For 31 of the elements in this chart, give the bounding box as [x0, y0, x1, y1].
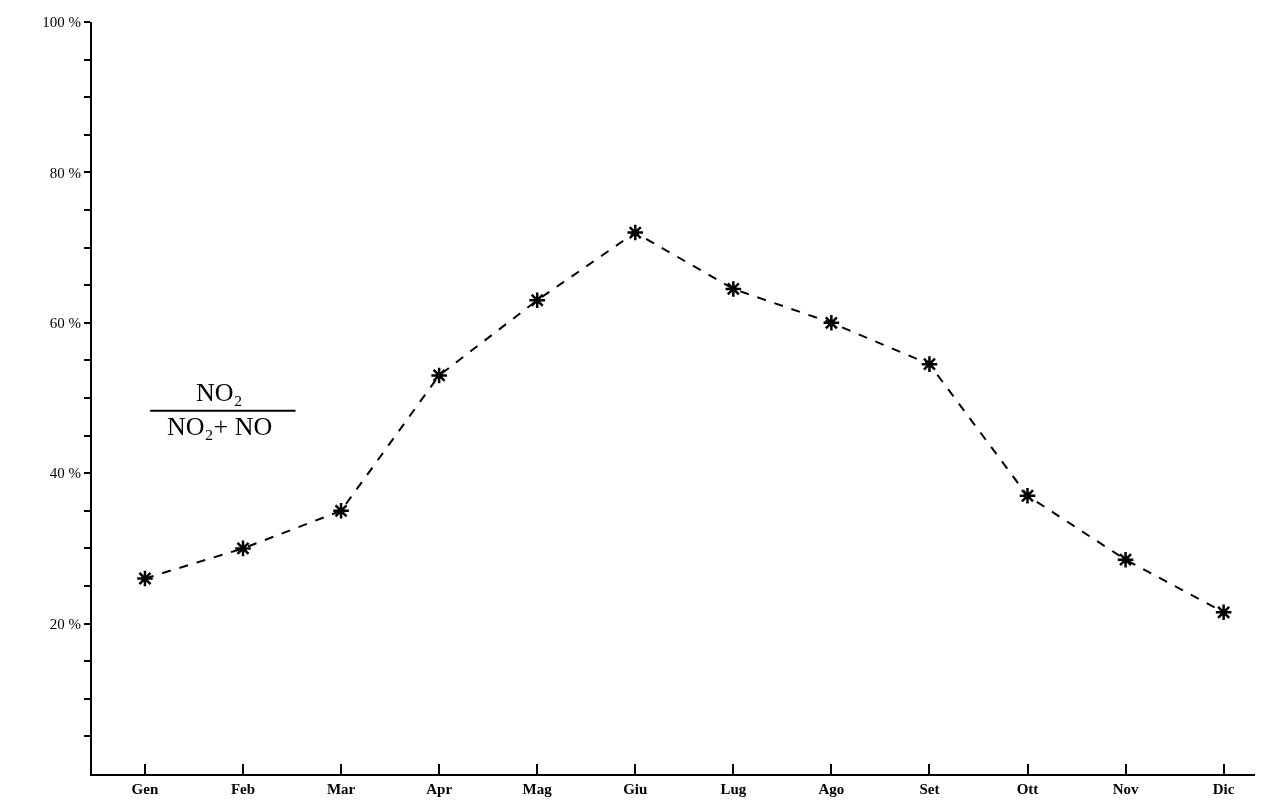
point [1214, 603, 1233, 622]
point [135, 569, 154, 588]
annotation: NO₂+ NO [167, 412, 273, 441]
point [626, 223, 645, 242]
x-tick-label: Feb [230, 781, 256, 797]
point [233, 539, 253, 558]
point [724, 279, 743, 299]
y-tick-label: 20 % [49, 615, 81, 632]
x-tick-label: Lug [720, 781, 747, 797]
x-tick-label: Set [919, 781, 940, 797]
x-tick-label: Ott [1016, 781, 1039, 797]
x-tick-label: Ago [818, 781, 845, 797]
y-tick-label: 100 % [42, 14, 81, 31]
y-tick-label: 40 % [49, 465, 81, 482]
x-tick-label: Mar [326, 781, 356, 797]
point [332, 501, 351, 520]
annotation: NO₂ [196, 378, 243, 407]
x-tick-label: Dic [1212, 781, 1235, 797]
x-tick-label: Nov [1112, 781, 1139, 797]
x-tick-label: Giu [623, 781, 648, 797]
point [822, 313, 841, 332]
point [920, 355, 939, 374]
point [1116, 550, 1135, 569]
x-tick-label: Gen [131, 781, 159, 797]
point [528, 291, 547, 310]
point [1018, 486, 1037, 505]
x-tick-label: Mag [522, 781, 553, 797]
y-tick-label: 80 % [49, 164, 81, 181]
y-tick-label: 60 % [49, 315, 81, 332]
point [430, 366, 449, 385]
x-tick-label: Apr [426, 781, 453, 797]
